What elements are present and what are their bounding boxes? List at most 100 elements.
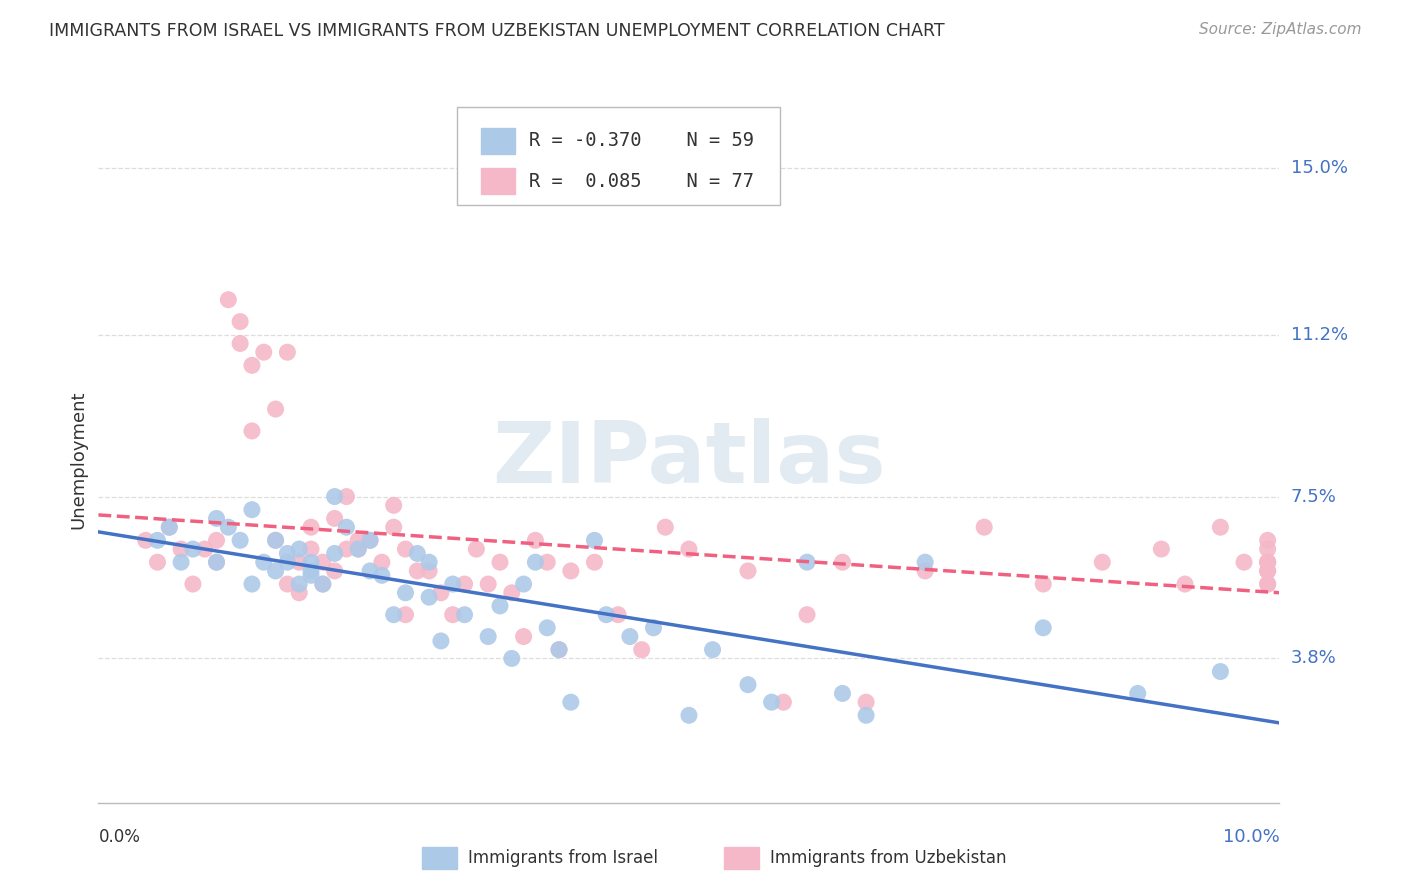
Text: Source: ZipAtlas.com: Source: ZipAtlas.com [1198,22,1361,37]
Point [347,542,370,557]
Point [359,533,381,548]
Text: Immigrants from Israel: Immigrants from Israel [468,849,658,867]
Point [253,345,276,359]
Point [229,315,252,329]
Point [477,630,499,644]
Text: 10.0%: 10.0% [1223,828,1279,846]
Point [831,555,853,569]
Point [1091,555,1114,569]
Text: 3.8%: 3.8% [1291,649,1336,667]
Point [240,502,263,516]
Point [299,520,322,534]
Point [418,590,440,604]
Point [205,511,228,525]
Point [796,607,818,622]
Point [312,577,335,591]
Point [441,577,464,591]
Point [323,511,346,525]
Point [205,555,228,569]
Point [205,533,228,548]
Point [654,520,676,534]
Point [465,542,488,557]
Point [371,568,394,582]
Point [264,533,287,548]
Point [1257,564,1279,578]
Point [240,359,263,373]
Point [831,686,853,700]
Point [382,607,405,622]
Point [371,555,394,569]
Point [288,555,311,569]
Point [678,708,700,723]
Point [855,708,877,723]
Point [453,607,475,622]
Point [181,577,204,591]
Point [1209,520,1232,534]
Point [335,490,357,504]
Point [607,607,630,622]
Point [1032,621,1054,635]
Point [772,695,794,709]
Point [406,564,429,578]
Point [382,498,405,512]
Point [229,533,252,548]
Point [299,555,322,569]
Point [430,634,453,648]
Point [347,542,370,557]
Point [276,555,298,569]
Text: 0.0%: 0.0% [98,828,141,846]
Point [855,695,877,709]
Point [1257,555,1279,569]
Point [501,586,523,600]
Point [418,555,440,569]
Point [276,577,298,591]
Point [453,577,475,591]
Point [914,555,936,569]
Y-axis label: Unemployment: Unemployment [69,390,87,529]
Point [217,293,239,307]
Point [394,542,416,557]
Point [1257,533,1279,548]
Point [347,533,370,548]
Point [1257,555,1279,569]
Point [973,520,995,534]
Point [299,542,322,557]
Point [335,520,357,534]
Point [194,542,217,557]
Point [583,555,606,569]
Point [1257,577,1279,591]
Point [276,345,298,359]
Point [678,542,700,557]
Point [394,607,416,622]
Point [418,564,440,578]
Point [796,555,818,569]
Text: ZIPatlas: ZIPatlas [492,417,886,501]
Point [217,520,239,534]
Point [489,555,512,569]
Point [737,678,759,692]
Point [548,642,571,657]
Point [264,533,287,548]
Text: 15.0%: 15.0% [1291,160,1347,178]
Point [240,577,263,591]
Point [761,695,783,709]
Point [312,555,335,569]
Point [229,336,252,351]
Point [595,607,617,622]
Point [240,424,263,438]
Point [253,555,276,569]
Point [264,402,287,417]
Point [323,546,346,560]
Point [630,642,652,657]
Text: R =  0.085    N = 77: R = 0.085 N = 77 [529,171,754,191]
Point [288,586,311,600]
Point [1257,555,1279,569]
Point [560,695,582,709]
Point [512,577,534,591]
Point [1233,555,1256,569]
Point [512,630,534,644]
Point [489,599,512,613]
Point [312,577,335,591]
Point [1174,577,1197,591]
Point [181,542,204,557]
